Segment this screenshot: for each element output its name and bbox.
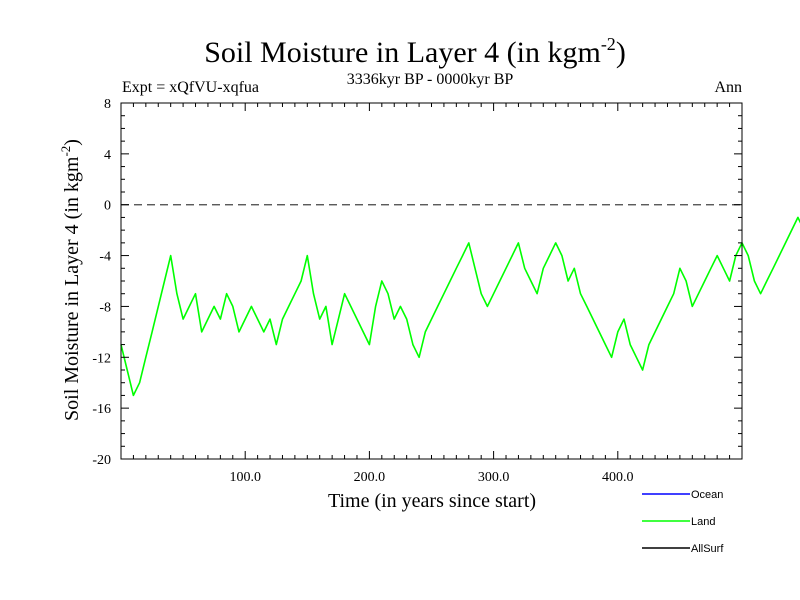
x-tick-label: 100.0 bbox=[229, 470, 261, 485]
legend-label-land: Land bbox=[691, 516, 715, 528]
y-tick-label: 4 bbox=[104, 148, 111, 163]
legend-label-ocean: Ocean bbox=[691, 489, 723, 501]
y-axis-label: Soil Moisture in Layer 4 (in kgm-2) bbox=[58, 139, 83, 421]
y-tick-label: -12 bbox=[92, 351, 111, 366]
legend: Ocean Land AllSurf bbox=[642, 489, 724, 555]
chart-title-main: Soil Moisture in Layer 4 (in kgm bbox=[204, 36, 601, 69]
legend-label-allsurf: AllSurf bbox=[691, 543, 724, 555]
x-axis-label: Time (in years since start) bbox=[328, 490, 536, 512]
season-label: Ann bbox=[714, 79, 742, 96]
x-tick-label: 400.0 bbox=[602, 470, 634, 485]
series-line-land bbox=[120, 216, 800, 397]
x-tick-label: 200.0 bbox=[354, 470, 386, 485]
chart-title: Soil Moisture in Layer 4 (in kgm-2) bbox=[204, 34, 626, 69]
y-tick-label: 8 bbox=[104, 97, 111, 112]
x-tick-label: 300.0 bbox=[478, 470, 510, 485]
y-axis-label-end: ) bbox=[61, 139, 83, 146]
chart-title-sup: -2 bbox=[601, 34, 616, 54]
y-tick-label: 0 bbox=[104, 199, 111, 214]
y-tick-label: -8 bbox=[99, 300, 111, 315]
title-group: Soil Moisture in Layer 4 (in kgm-2) 3336… bbox=[122, 34, 742, 96]
plot-area: -20 -16 -12 -8 -4 0 4 8 100.0 200.0 300.0 400.0 bbox=[92, 97, 800, 485]
chart-title-end: ) bbox=[616, 36, 626, 69]
chart-subtitle: 3336kyr BP - 0000kyr BP bbox=[347, 71, 514, 88]
y-axis-label-sup: -2 bbox=[58, 146, 73, 157]
y-tick-label: -16 bbox=[92, 402, 111, 417]
y-axis-label-main: Soil Moisture in Layer 4 (in kgm bbox=[61, 156, 83, 421]
y-tick-label: -4 bbox=[99, 250, 111, 265]
y-tick-label: -20 bbox=[92, 453, 111, 468]
experiment-label: Expt = xQfVU-xqfua bbox=[122, 79, 259, 96]
plot-frame bbox=[120, 102, 743, 460]
